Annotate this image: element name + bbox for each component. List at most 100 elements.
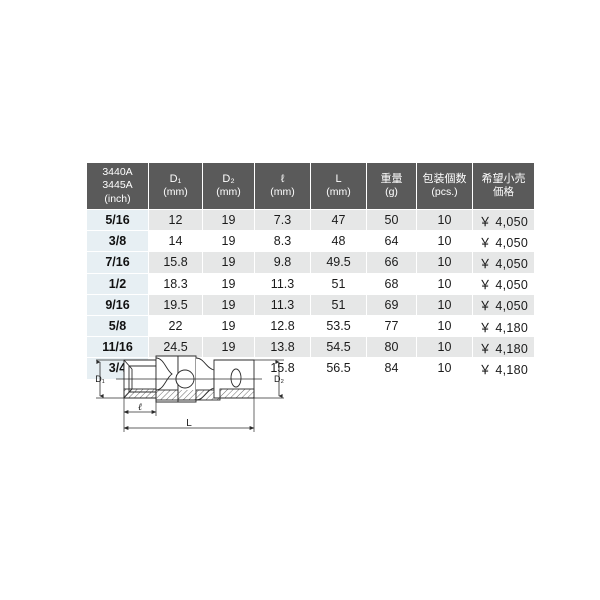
cell-price: ￥ 4,050 xyxy=(472,293,535,316)
cell-weight: 50 xyxy=(366,208,417,232)
cell-price: ￥ 4,050 xyxy=(472,272,535,295)
cell-price: ￥ 4,180 xyxy=(472,314,535,338)
cell-package-qty: 10 xyxy=(416,230,473,253)
cell-package-qty: 10 xyxy=(416,208,473,232)
cell-package-qty: 10 xyxy=(416,272,473,295)
cell-d2: 19 xyxy=(202,208,255,232)
cell-big-l: 51 xyxy=(310,293,367,316)
cell-weight: 77 xyxy=(366,314,417,338)
cell-d2: 19 xyxy=(202,251,255,274)
header-model-unit: (inch) xyxy=(104,192,131,205)
table-row: 9/16 19.5 19 11.3 51 69 10 ￥ 4,050 xyxy=(86,293,535,316)
cell-small-l: 7.3 xyxy=(254,208,311,232)
header-big-l-label: L xyxy=(335,173,342,186)
universal-joint-socket-drawing: D₁ D₂ ℓ L xyxy=(95,355,284,432)
cell-d2: 19 xyxy=(202,314,255,338)
column-header-price: 希望小売 価格 xyxy=(472,162,535,210)
header-price-label: 希望小売 xyxy=(481,173,526,186)
column-header-big-l: L (mm) xyxy=(310,162,367,210)
cell-price: ￥ 4,180 xyxy=(472,357,535,380)
cell-weight: 84 xyxy=(366,357,417,380)
cell-d1: 14 xyxy=(148,230,203,253)
cell-price: ￥ 4,050 xyxy=(472,208,535,232)
dimension-label-d2: D₂ xyxy=(274,374,284,384)
cell-big-l: 51 xyxy=(310,272,367,295)
column-header-package-qty: 包装個数 (pcs.) xyxy=(416,162,473,210)
cell-weight: 69 xyxy=(366,293,417,316)
cell-big-l: 54.5 xyxy=(310,336,367,359)
header-weight-unit: (g) xyxy=(385,186,398,199)
table-row: 3/8 14 19 8.3 48 64 10 ￥ 4,050 xyxy=(86,230,535,253)
header-package-qty-label: 包装個数 xyxy=(422,173,467,186)
table-header-row: 3440A 3445A (inch) D₁ (mm) D₂ (mm) ℓ ( xyxy=(86,162,535,210)
dimension-small-l xyxy=(123,398,157,416)
cell-small-l: 11.3 xyxy=(254,272,311,295)
cell-package-qty: 10 xyxy=(416,251,473,274)
column-header-d1: D₁ (mm) xyxy=(148,162,203,210)
cell-big-l: 53.5 xyxy=(310,314,367,338)
cell-size: 5/16 xyxy=(86,208,149,232)
cell-package-qty: 10 xyxy=(416,357,473,380)
cell-d1: 18.3 xyxy=(148,272,203,295)
cell-d1: 22 xyxy=(148,314,203,338)
dimension-d2 xyxy=(252,359,284,399)
header-weight-label: 重量 xyxy=(380,173,403,186)
product-dimension-diagram: D₁ D₂ ℓ L xyxy=(86,344,301,436)
socket-body-outline xyxy=(116,355,262,403)
cell-price: ￥ 4,050 xyxy=(472,230,535,253)
cell-size: 11/16 xyxy=(86,336,149,359)
column-header-small-l: ℓ (mm) xyxy=(254,162,311,210)
cell-small-l: 8.3 xyxy=(254,230,311,253)
cell-size: 1/2 xyxy=(86,272,149,295)
cell-price: ￥ 4,180 xyxy=(472,336,535,359)
table-row: 7/16 15.8 19 9.8 49.5 66 10 ￥ 4,050 xyxy=(86,251,535,274)
table-row: 11/16 24.5 19 13.8 54.5 80 10 ￥ 4,180 xyxy=(86,336,535,359)
cell-d1: 19.5 xyxy=(148,293,203,316)
cell-size: 9/16 xyxy=(86,293,149,316)
cell-small-l: 12.8 xyxy=(254,314,311,338)
table-row: 5/16 12 19 7.3 47 50 10 ￥ 4,050 xyxy=(86,208,535,232)
cell-d2: 19 xyxy=(202,293,255,316)
header-model-line1: 3440A xyxy=(102,165,133,178)
dimension-label-big-l: L xyxy=(186,418,192,429)
header-price-sub: 価格 xyxy=(493,186,514,199)
dimension-big-l xyxy=(123,398,255,432)
cell-d2: 19 xyxy=(202,230,255,253)
cell-size: 5/8 xyxy=(86,314,149,338)
cell-d2: 19 xyxy=(202,272,255,295)
cell-big-l: 48 xyxy=(310,230,367,253)
table-header: 3440A 3445A (inch) D₁ (mm) D₂ (mm) ℓ ( xyxy=(86,162,535,210)
cell-weight: 64 xyxy=(366,230,417,253)
cell-d1: 15.8 xyxy=(148,251,203,274)
table-row: 1/2 18.3 19 11.3 51 68 10 ￥ 4,050 xyxy=(86,272,535,295)
cell-big-l: 49.5 xyxy=(310,251,367,274)
header-small-l-label: ℓ xyxy=(280,173,285,186)
header-d1-unit: (mm) xyxy=(163,186,188,199)
cell-small-l: 9.8 xyxy=(254,251,311,274)
cell-price: ￥ 4,050 xyxy=(472,251,535,274)
column-header-d2: D₂ (mm) xyxy=(202,162,255,210)
cell-weight: 66 xyxy=(366,251,417,274)
cell-d1: 12 xyxy=(148,208,203,232)
column-header-weight: 重量 (g) xyxy=(366,162,417,210)
header-package-qty-unit: (pcs.) xyxy=(431,186,458,199)
cell-weight: 68 xyxy=(366,272,417,295)
column-header-model: 3440A 3445A (inch) xyxy=(86,162,149,210)
dimension-d1 xyxy=(96,359,126,399)
cell-size: 3/8 xyxy=(86,230,149,253)
cell-size: 7/16 xyxy=(86,251,149,274)
cell-d2: 19 xyxy=(202,336,255,359)
header-d2-label: D₂ xyxy=(222,173,235,186)
header-big-l-unit: (mm) xyxy=(326,186,351,199)
cell-weight: 80 xyxy=(366,336,417,359)
cell-package-qty: 10 xyxy=(416,293,473,316)
cell-big-l: 47 xyxy=(310,208,367,232)
dimension-label-d1: D₁ xyxy=(95,374,105,384)
dimension-label-small-l: ℓ xyxy=(138,402,142,413)
table-row: 5/8 22 19 12.8 53.5 77 10 ￥ 4,180 xyxy=(86,314,535,338)
cell-small-l: 11.3 xyxy=(254,293,311,316)
header-d2-unit: (mm) xyxy=(216,186,241,199)
header-model-line2: 3445A xyxy=(102,179,133,192)
header-d1-label: D₁ xyxy=(169,173,182,186)
